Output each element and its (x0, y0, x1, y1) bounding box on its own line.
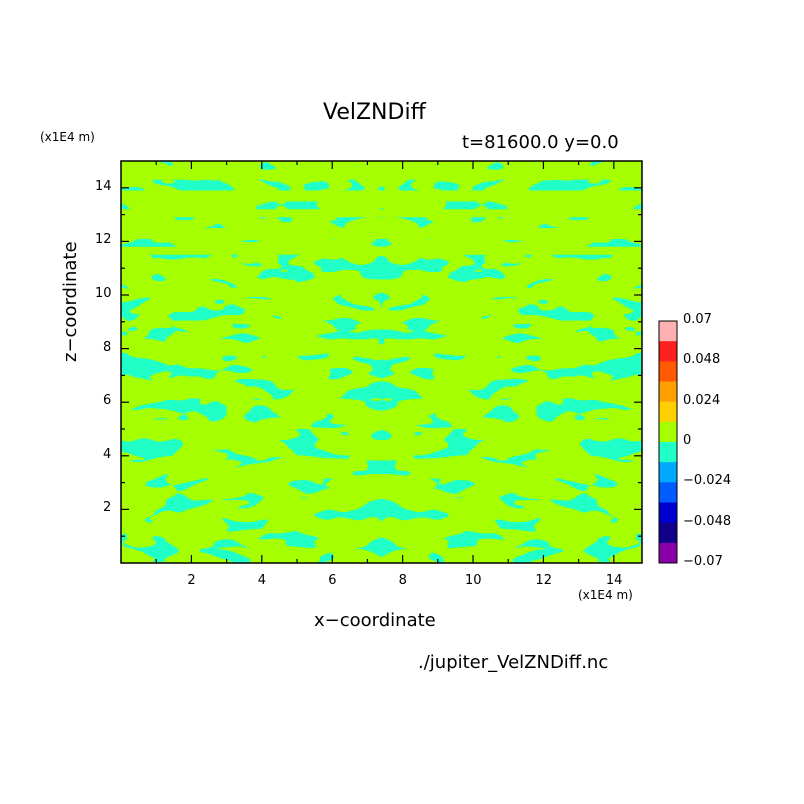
colorbar-label: 0.048 (683, 352, 721, 368)
x-tick-label: 12 (535, 573, 552, 588)
x-scale-label: (x1E4 m) (578, 588, 633, 602)
colorbar-label: 0.07 (683, 312, 712, 327)
colorbar-swatch (659, 522, 677, 544)
field-band (121, 246, 642, 255)
x-tick-label: 6 (328, 573, 337, 588)
colorbar-swatch (659, 341, 677, 362)
colorbar-swatch (659, 482, 677, 503)
y-tick-label: 6 (103, 393, 112, 409)
chart-title: VelZNDiff (323, 100, 426, 125)
colorbar-swatch (659, 401, 677, 423)
y-tick-label: 8 (103, 339, 112, 355)
file-label: ./jupiter_VelZNDiff.nc (418, 652, 609, 673)
colorbar-label: 0 (683, 433, 692, 448)
y-tick-label: 14 (95, 178, 112, 194)
colorbar-frame (658, 320, 678, 564)
colorbar-swatch (659, 442, 677, 463)
field-band (121, 228, 642, 239)
x-tick-label: 14 (605, 573, 623, 588)
y-scale-label: (x1E4 m) (40, 130, 95, 144)
colorbar-label: −0.024 (683, 473, 732, 489)
axis-ticks (121, 161, 642, 563)
colorbar-swatch (659, 381, 677, 403)
y-tick-label: 2 (103, 500, 112, 516)
field-band (121, 171, 642, 180)
colorbar-swatch (659, 462, 677, 483)
colorbar (658, 320, 678, 564)
x-axis-label: x−coordinate (314, 610, 436, 631)
colorbar-swatch (659, 502, 677, 524)
field-band (121, 190, 642, 202)
colorbar-swatch (659, 321, 677, 342)
y-tick-label: 10 (95, 286, 112, 301)
x-tick-label: 4 (257, 573, 267, 588)
colorbar-swatch (659, 421, 677, 443)
x-tick-label: 8 (398, 573, 407, 588)
x-tick-label: 10 (465, 573, 482, 588)
colorbar-label: 0.024 (683, 392, 721, 408)
x-tick-label: 2 (187, 573, 196, 588)
y-axis-label: z−coordinate (60, 241, 81, 362)
y-tick-label: 12 (95, 232, 112, 248)
colorbar-label: −0.048 (683, 513, 732, 529)
plot-frame (120, 160, 643, 564)
field-band (121, 209, 642, 218)
plot-field (121, 161, 642, 563)
chart-subtitle: t=81600.0 y=0.0 (462, 132, 619, 153)
colorbar-swatch (659, 542, 677, 564)
colorbar-label: −0.07 (683, 554, 723, 569)
colorbar-swatch (659, 361, 677, 382)
y-tick-label: 4 (103, 446, 112, 462)
